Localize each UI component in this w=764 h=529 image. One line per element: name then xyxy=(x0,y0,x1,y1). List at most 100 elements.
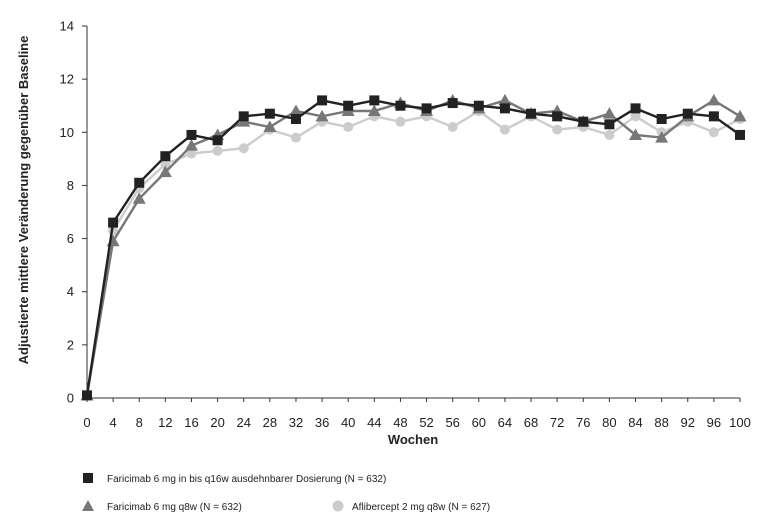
x-axis-title: Wochen xyxy=(388,432,438,447)
data-point-triangle xyxy=(367,104,381,117)
x-tick-label: 32 xyxy=(289,415,303,430)
series-layer xyxy=(80,93,747,401)
x-tick-label: 76 xyxy=(576,415,590,430)
data-point-square xyxy=(395,100,406,111)
y-tick-label: 10 xyxy=(60,125,74,140)
x-tick-label: 28 xyxy=(263,415,277,430)
data-point-triangle xyxy=(707,93,721,106)
data-point-square xyxy=(630,103,641,114)
legend-label: Faricimab 6 mg in bis q16w ausdehnbarer … xyxy=(107,474,386,485)
data-point-square xyxy=(264,108,275,119)
data-point-triangle xyxy=(655,131,669,143)
x-tick-label: 96 xyxy=(707,415,721,430)
data-point-square xyxy=(82,390,92,401)
data-point-circle xyxy=(290,132,301,143)
data-point-circle xyxy=(343,121,354,132)
data-point-triangle xyxy=(106,234,120,247)
x-tick-label: 60 xyxy=(472,415,486,430)
data-point-square xyxy=(473,100,484,111)
data-point-circle xyxy=(238,143,249,154)
x-tick-label: 56 xyxy=(445,415,459,430)
data-point-circle xyxy=(552,124,563,135)
data-point-triangle xyxy=(629,128,643,140)
data-point-triangle xyxy=(602,107,616,119)
x-tick-label: 8 xyxy=(136,415,143,430)
x-tick-label: 0 xyxy=(83,415,90,430)
series-circle xyxy=(82,106,745,401)
data-point-square xyxy=(604,119,615,130)
x-tick-label: 48 xyxy=(393,415,407,430)
x-tick-label: 16 xyxy=(184,415,198,430)
legend-square-marker xyxy=(83,473,93,483)
series-line xyxy=(85,99,741,396)
data-point-square xyxy=(552,111,563,122)
x-tick-label: 80 xyxy=(602,415,616,430)
data-point-circle xyxy=(395,116,406,127)
y-tick-label: 2 xyxy=(67,337,74,352)
x-tick-label: 68 xyxy=(524,415,538,430)
data-point-square xyxy=(578,116,589,127)
data-point-circle xyxy=(212,145,223,156)
data-point-square xyxy=(186,129,197,140)
data-point-circle xyxy=(604,129,615,140)
legend-label: Faricimab 6 mg q8w (N = 632) xyxy=(107,502,242,513)
x-tick-label: 40 xyxy=(341,415,355,430)
data-point-square xyxy=(499,103,510,114)
data-point-circle xyxy=(447,121,458,132)
data-point-square xyxy=(343,100,354,111)
data-point-square xyxy=(160,151,171,162)
data-point-square xyxy=(735,129,745,140)
x-tick-label: 52 xyxy=(419,415,433,430)
x-tick-label: 84 xyxy=(628,415,642,430)
series-triangle xyxy=(80,93,747,401)
x-tick-label: 12 xyxy=(158,415,172,430)
x-tick-label: 100 xyxy=(729,415,751,430)
x-tick-label: 4 xyxy=(110,415,117,430)
x-tick-label: 20 xyxy=(210,415,224,430)
data-point-square xyxy=(134,177,145,188)
legend-label: Aflibercept 2 mg q8w (N = 627) xyxy=(352,502,490,513)
data-point-square xyxy=(682,108,693,119)
x-tick-label: 36 xyxy=(315,415,329,430)
data-point-triangle xyxy=(733,109,747,122)
data-point-triangle xyxy=(184,139,198,151)
y-tick-label: 8 xyxy=(67,178,74,193)
x-tick-label: 64 xyxy=(498,415,512,430)
data-point-square xyxy=(369,95,380,106)
data-point-circle xyxy=(186,148,197,159)
y-tick-label: 0 xyxy=(67,391,74,406)
data-point-triangle xyxy=(498,93,512,106)
x-tick-label: 88 xyxy=(654,415,668,430)
data-point-square xyxy=(238,111,249,122)
data-point-circle xyxy=(708,127,719,138)
data-point-square xyxy=(212,135,223,146)
legend-entry-aflibercept: Aflibercept 2 mg q8w (N = 627) xyxy=(332,500,490,513)
legend-entry-faricimab-q8w: Faricimab 6 mg q8w (N = 632) xyxy=(82,500,242,513)
y-tick-label: 4 xyxy=(67,284,74,299)
x-tick-label: 92 xyxy=(681,415,695,430)
x-tick-label: 24 xyxy=(236,415,250,430)
y-tick-label: 6 xyxy=(67,231,74,246)
data-point-circle xyxy=(499,124,510,135)
data-point-square xyxy=(290,114,301,124)
legend-triangle-marker xyxy=(82,500,94,511)
data-point-square xyxy=(447,98,458,109)
legend: Faricimab 6 mg in bis q16w ausdehnbarer … xyxy=(82,473,490,513)
series-line xyxy=(85,99,741,396)
x-tick-label: 72 xyxy=(550,415,564,430)
series-square xyxy=(82,95,745,401)
legend-entry-faricimab-q16w: Faricimab 6 mg in bis q16w ausdehnbarer … xyxy=(83,473,386,485)
data-point-circle xyxy=(160,159,171,170)
y-tick-label: 12 xyxy=(60,72,74,87)
y-tick-label: 14 xyxy=(60,19,74,34)
data-point-square xyxy=(656,114,667,124)
data-point-square xyxy=(421,103,432,114)
y-axis-title: Adjustierte mittlere Veränderung gegenüb… xyxy=(16,36,31,365)
data-point-triangle xyxy=(263,120,277,132)
data-point-triangle xyxy=(158,165,172,178)
data-point-triangle xyxy=(132,192,146,204)
data-point-circle xyxy=(630,111,641,122)
data-point-square xyxy=(708,111,719,122)
